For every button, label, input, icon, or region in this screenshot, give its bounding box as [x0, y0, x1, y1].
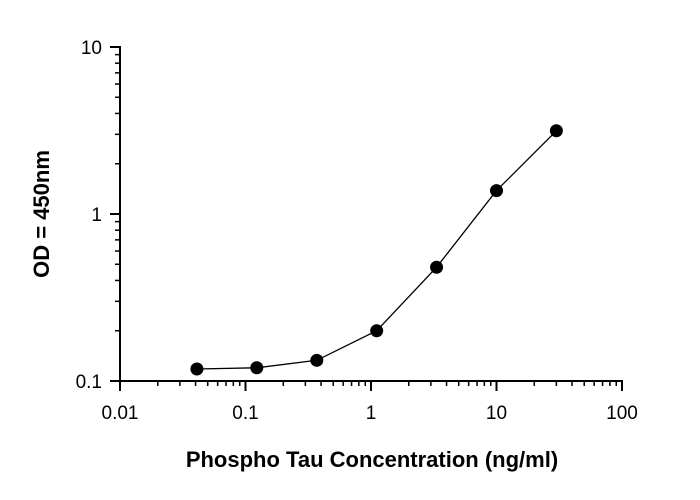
data-point: [490, 184, 503, 198]
x-tick-label: 10: [486, 403, 507, 424]
data-point: [190, 362, 204, 376]
data-point: [549, 124, 563, 138]
x-tick-label: 0.1: [232, 403, 258, 424]
x-tick-label: 100: [606, 403, 638, 424]
data-points: [190, 124, 563, 376]
y-tick-label: 1: [91, 205, 102, 226]
data-point: [250, 361, 264, 375]
y-tick-label: 0.1: [76, 372, 102, 393]
data-point: [370, 324, 384, 338]
data-point: [310, 353, 324, 367]
y-axis-title: OD = 450nm: [29, 150, 54, 278]
x-axis-title: Phospho Tau Concentration (ng/ml): [186, 447, 558, 472]
data-point: [430, 260, 444, 274]
y-tick-label: 10: [81, 38, 102, 59]
x-tick-label: 1: [366, 403, 377, 424]
x-tick-label: 0.01: [102, 403, 139, 424]
